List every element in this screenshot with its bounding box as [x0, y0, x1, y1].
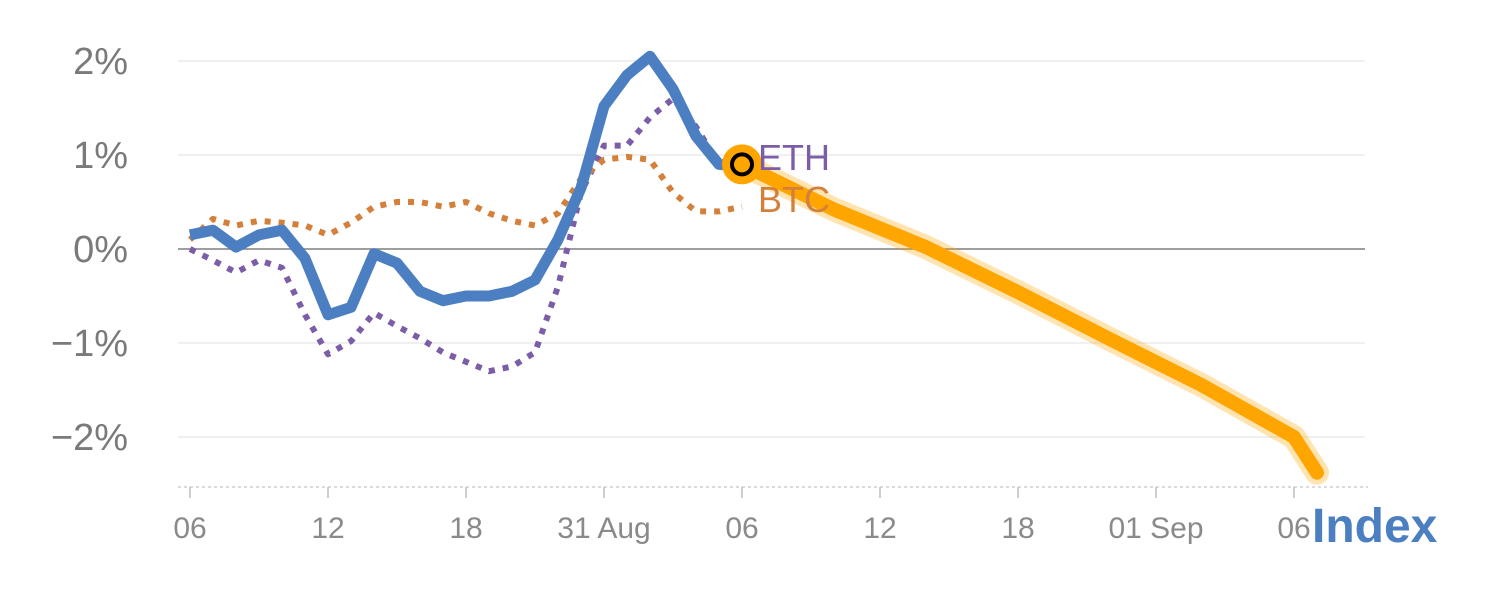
series-label-btc: BTC [758, 179, 830, 220]
x-axis: 06 12 18 31 Aug 06 12 18 01 Sep 06 [173, 487, 1311, 545]
series-lines [187, 50, 1329, 485]
x-tick-label: 18 [1001, 512, 1034, 545]
x-tick-label: 12 [863, 512, 896, 545]
y-tick-label: 0% [73, 229, 128, 271]
x-tick-label: 12 [311, 512, 344, 545]
series-line-btc [187, 153, 743, 242]
marker-outer [722, 144, 762, 185]
current-point-marker [722, 144, 762, 185]
projection-line [735, 157, 1324, 480]
x-tick-label: 06 [725, 512, 758, 545]
x-tick-label: 06 [1277, 512, 1310, 545]
x-tick-label: 18 [449, 512, 482, 545]
brand-logo-text: Index [1312, 500, 1438, 553]
series-label-eth: ETH [758, 137, 830, 178]
series-line-index [188, 50, 743, 321]
y-tick-label: −1% [51, 323, 128, 365]
marker-ring [730, 152, 754, 177]
y-tick-label: 1% [73, 135, 128, 177]
x-tick-label: 01 Sep [1108, 512, 1203, 545]
x-tick-label: 31 Aug [557, 512, 650, 545]
y-tick-label: −2% [51, 417, 128, 459]
series-line-eth [188, 95, 743, 375]
y-axis: 2% 1% 0% −1% −2% [51, 41, 128, 459]
y-tick-label: 2% [73, 41, 128, 83]
x-tick-label: 06 [173, 512, 206, 545]
